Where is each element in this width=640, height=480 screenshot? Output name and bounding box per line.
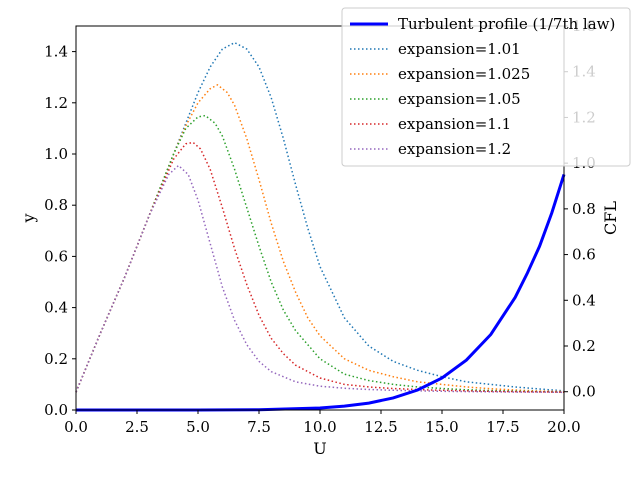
x-tick-label: 7.5 <box>247 418 271 436</box>
series-line-turbulent-profile <box>76 174 566 412</box>
y-tick-label: 0.8 <box>44 196 68 214</box>
y-tick-label: 0.2 <box>44 350 68 368</box>
legend-label: expansion=1.2 <box>398 140 511 158</box>
y2-axis-label: CFL <box>601 201 620 235</box>
y2-tick-label: 0.6 <box>572 246 596 264</box>
plot-frame <box>75 25 565 411</box>
x-tick-label: 12.5 <box>364 418 397 436</box>
x-tick-label: 10.0 <box>303 418 336 436</box>
y2-tick-label: 0.4 <box>572 291 596 309</box>
y-tick-label: 1.0 <box>44 145 68 163</box>
series-line-expansion-4 <box>75 141 565 393</box>
y-axis-ticks: 0.0 0.2 0.4 0.6 0.8 1.0 1.2 1.4 <box>44 43 76 419</box>
legend-label: expansion=1.025 <box>398 65 530 83</box>
series-line-expansion-5 <box>75 164 565 394</box>
x-tick-label: 5.0 <box>186 418 210 436</box>
legend-box <box>341 7 631 167</box>
y-tick-label: 0.4 <box>44 299 68 317</box>
y2-tick-label: 0.0 <box>572 383 596 401</box>
y2-tick-label: 0.8 <box>572 200 596 218</box>
y-tick-label: 1.2 <box>44 94 68 112</box>
x-axis-ticks: 0.0 2.5 5.0 7.5 10.0 12.5 15.0 17.5 20.0 <box>64 410 581 436</box>
y2-tick-label: 0.2 <box>572 337 596 355</box>
x-tick-label: 2.5 <box>125 418 149 436</box>
x-tick-label: 0.0 <box>64 418 88 436</box>
legend-label: expansion=1.1 <box>398 115 511 133</box>
legend-label: expansion=1.01 <box>398 40 521 58</box>
x-tick-label: 20.0 <box>547 418 580 436</box>
x-tick-label: 17.5 <box>486 418 519 436</box>
legend: Turbulent profile (1/7th law) expansion=1… <box>341 7 631 167</box>
legend-label: Turbulent profile (1/7th law) <box>398 15 615 33</box>
y-tick-label: 0.6 <box>44 247 68 265</box>
x-axis-label: U <box>313 439 326 458</box>
y-axis-label: y <box>19 213 38 223</box>
y-tick-label: 0.0 <box>44 401 68 419</box>
x-tick-label: 15.0 <box>425 418 458 436</box>
legend-label: expansion=1.05 <box>398 90 521 108</box>
y-tick-label: 1.4 <box>44 43 68 61</box>
